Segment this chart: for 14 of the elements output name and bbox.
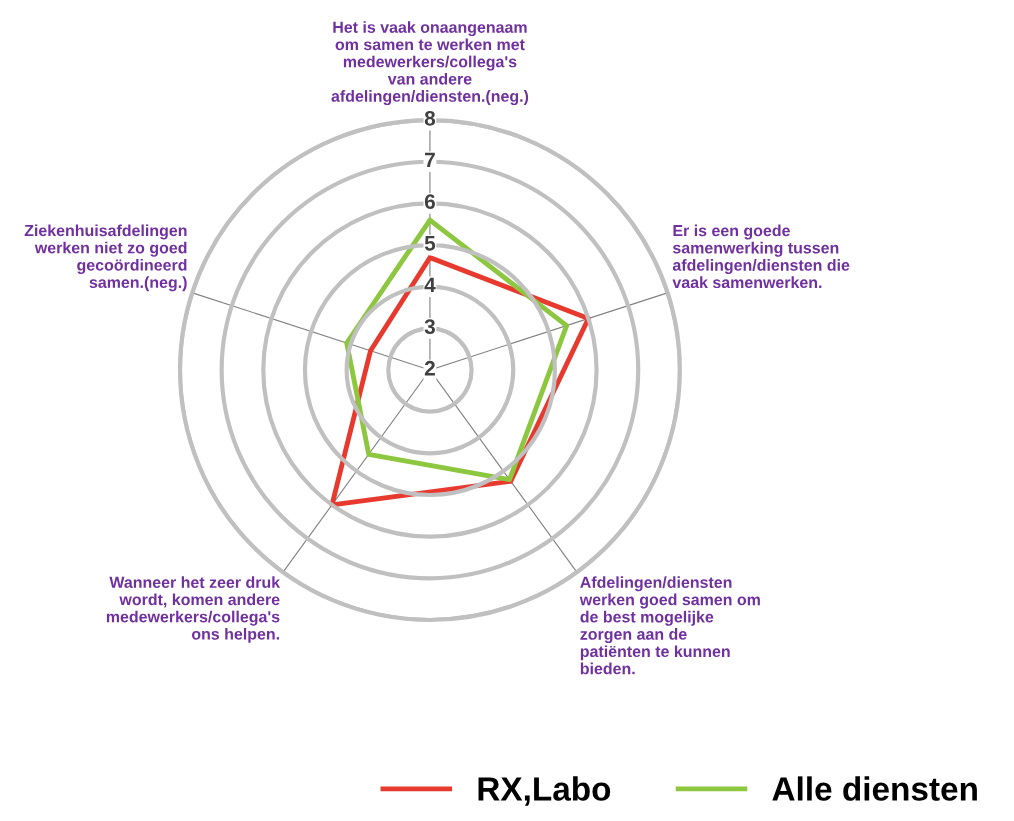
spoke-label: Het is vaak onaangenaam om samen te werken met medewerkers/collega's van andere afdelingen/diensten.(neg.): [331, 21, 529, 106]
y-tick-label: 2: [424, 360, 435, 376]
y-tick-label: 3: [424, 319, 435, 334]
spoke-label: Er is een goede samenwerking tussen afdelingen/diensten die vaak samenwerken.: [672, 224, 850, 289]
spoke-label: Ziekenhuisafdelingen werken niet zo goed gecoördineerd samen.(neg.): [24, 224, 187, 292]
y-tick-label: 5: [424, 236, 436, 251]
y-tick-label: 8: [424, 110, 436, 126]
spoke-label: Wanneer het zeer druk wordt, komen andere medewerkers/collega's ons helpen.: [106, 576, 281, 643]
y-tick-label: 4: [424, 277, 436, 293]
y-tick-label: 7: [425, 152, 435, 168]
legend-label: RX,Labo: [478, 776, 611, 806]
y-tick-label: 6: [424, 194, 435, 209]
legend-label: Alle diensten: [772, 776, 977, 801]
spoke-label: Afdelingen/diensten werken goed samen om de best mogelijke zorgen aan de patiënten te kunnen bieden.: [579, 576, 760, 675]
